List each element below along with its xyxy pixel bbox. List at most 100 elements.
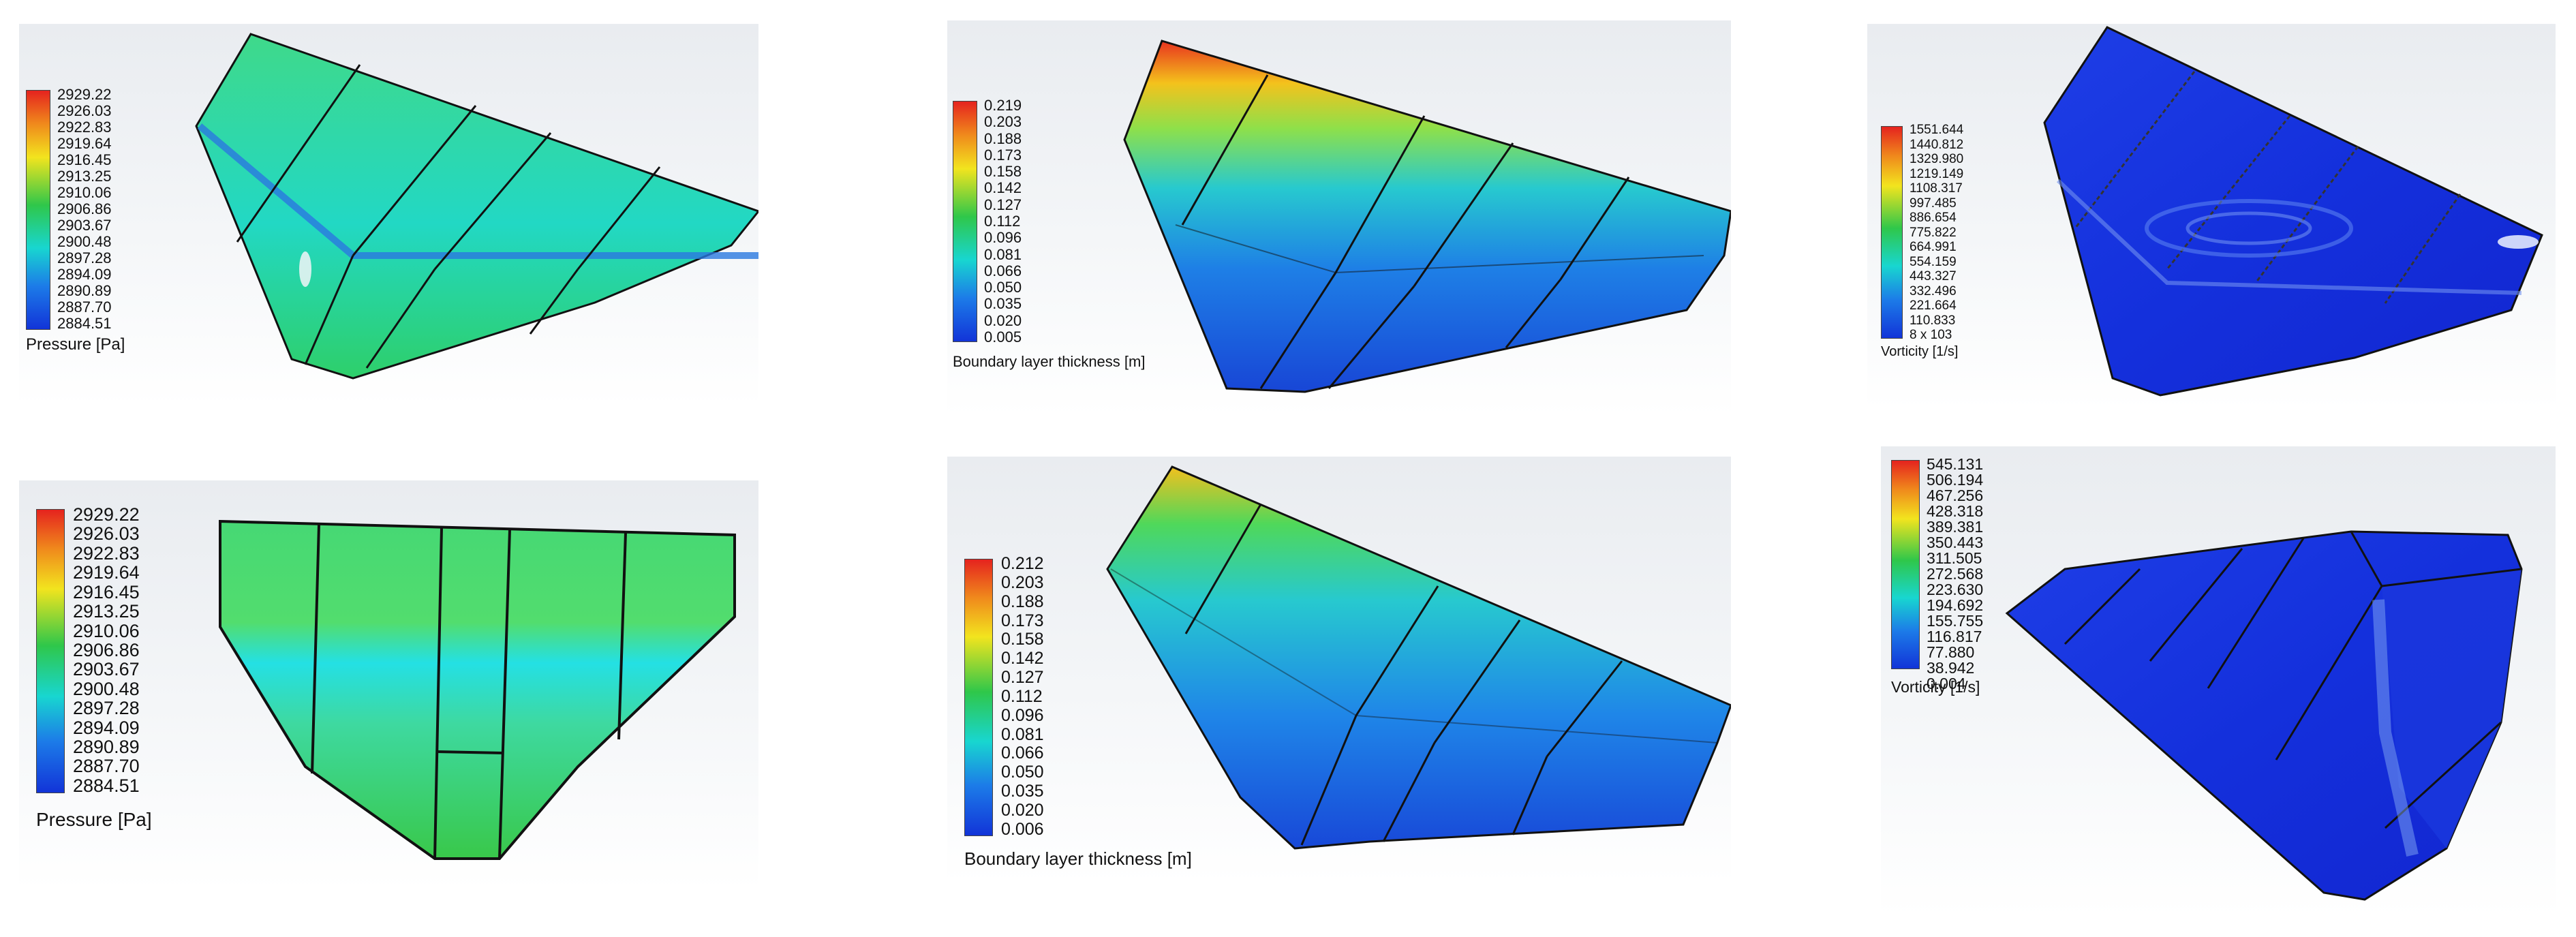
colorbar-tick: 2884.51 [57, 315, 112, 332]
colorbar-tick: 554.159 [1910, 254, 1957, 269]
colorbar-tick: 997.485 [1910, 196, 1957, 211]
wing-surface [1123, 40, 1731, 393]
colorbar-tick: 155.755 [1927, 612, 1984, 630]
colorbar-tick: 2926.03 [57, 102, 112, 119]
panel-line [1334, 115, 1426, 273]
colorbar-tick: 110.833 [1910, 313, 1956, 328]
wing-model-pressure-top [195, 33, 758, 380]
boundary-layer-panel-top: 0.219 0.203 0.188 0.173 0.158 0.142 0.12… [947, 20, 1731, 416]
legend-title: Vorticity [1/s] [1881, 344, 1959, 359]
panel-line [1184, 504, 1262, 634]
colorbar-tick: 272.568 [1927, 565, 1984, 583]
panel-line [304, 255, 354, 365]
colorbar-ticks: 2929.22 2926.03 2922.83 2919.64 2916.45 … [57, 87, 112, 331]
colorbar-tick: 2910.06 [73, 620, 140, 641]
legend-title: Vorticity [1/s] [1891, 678, 1980, 696]
colorbar-tick: 0.066 [1001, 743, 1044, 763]
colorbar-tick: 0.050 [1001, 763, 1044, 782]
colorbar-tick: 2919.64 [73, 562, 140, 583]
colorbar-tick: 0.066 [984, 262, 1022, 279]
colorbar-tick: 311.505 [1927, 549, 1982, 567]
panel-line [2064, 568, 2141, 645]
panel-line [2381, 568, 2522, 587]
legend-title: Pressure [Pa] [26, 335, 125, 354]
colorbar-tick: 0.142 [984, 179, 1022, 197]
panel-line [1355, 585, 1439, 716]
colorbar-ticks: 2929.22 2926.03 2922.83 2919.64 2916.45 … [73, 506, 140, 795]
legend-title: Boundary layer thickness [m] [964, 848, 1192, 869]
colorbar-ticks: 545.131 506.194 467.256 428.318 389.381 … [1927, 455, 1984, 692]
colorbar [36, 509, 65, 793]
colorbar-tick: 2900.48 [73, 678, 140, 699]
panel-line [365, 268, 436, 369]
colorbar-tick: 0.081 [1001, 724, 1044, 744]
wing-model-vorticity-bottom [2005, 530, 2523, 901]
wing-model-vorticity-top [2043, 26, 2543, 397]
panel-line [433, 527, 443, 859]
colorbar-tick: 0.212 [1001, 554, 1044, 573]
panel-line [1413, 142, 1514, 287]
colorbar-tick: 116.817 [1927, 628, 1982, 645]
colorbar-tick: 2894.09 [57, 266, 112, 283]
colorbar-tick: 0.142 [1001, 649, 1044, 669]
colorbar-tick: 77.880 [1927, 643, 1975, 661]
colorbar [26, 90, 50, 330]
colorbar-tick: 8 x 103 [1910, 328, 1952, 342]
panel-line [498, 529, 511, 859]
colorbar-tick: 2922.83 [73, 542, 140, 564]
wing-surface [2043, 26, 2543, 397]
colorbar-tick: 2906.86 [57, 200, 112, 217]
panel-line [2384, 721, 2502, 829]
colorbar [964, 559, 993, 836]
colorbar-tick: 2929.22 [57, 86, 112, 103]
colorbar [1891, 460, 1920, 669]
colorbar-tick: 221.664 [1910, 298, 1957, 313]
colorbar-tick: 467.256 [1927, 487, 1984, 504]
colorbar-tick: 0.006 [1001, 819, 1044, 839]
colorbar-tick: 2913.25 [57, 168, 112, 185]
colorbar-tick: 0.203 [1001, 572, 1044, 592]
wing-surface [219, 519, 736, 860]
colorbar-tick: 2922.83 [57, 119, 112, 136]
wing-model-pressure-bottom [219, 519, 736, 860]
colorbar-tick: 0.127 [1001, 668, 1044, 688]
colorbar-tick: 2929.22 [73, 504, 140, 525]
colorbar-tick: 0.188 [984, 129, 1022, 147]
colorbar-tick: 0.050 [984, 279, 1022, 296]
colorbar-tick: 0.158 [1001, 630, 1044, 649]
panel-line [1181, 74, 1269, 226]
colorbar-tick: 2919.64 [57, 135, 112, 152]
panel-line [311, 524, 320, 774]
colorbar-tick: 2897.28 [57, 249, 112, 266]
colorbar-tick: 332.496 [1910, 283, 1957, 298]
colorbar-tick: 0.188 [1001, 592, 1044, 611]
panel-line [2207, 538, 2305, 689]
colorbar-ticks: 0.212 0.203 0.188 0.173 0.158 0.142 0.12… [1001, 555, 1044, 838]
panel-line [1546, 660, 1623, 757]
colorbar-tick: 0.203 [984, 113, 1022, 131]
colorbar-tick: 2884.51 [73, 775, 140, 796]
colorbar-ticks: 0.219 0.203 0.188 0.173 0.158 0.142 0.12… [984, 98, 1022, 345]
colorbar-tick: 545.131 [1927, 455, 1984, 473]
colorbar-tick: 2897.28 [73, 698, 140, 719]
colorbar-tick: 0.096 [984, 229, 1022, 247]
pressure-panel-bottom: 2929.22 2926.03 2922.83 2919.64 2916.45 … [19, 480, 758, 889]
boundary-layer-panel-bottom: 0.212 0.203 0.188 0.173 0.158 0.142 0.12… [947, 457, 1731, 882]
panel-line [1512, 756, 1548, 835]
colorbar-tick: 2916.45 [57, 151, 112, 168]
colorbar-tick: 0.173 [1001, 611, 1044, 630]
colorbar-tick: 775.822 [1910, 225, 1957, 240]
colorbar-tick: 194.692 [1927, 596, 1984, 614]
panel-line [2166, 115, 2291, 270]
legend-title: Pressure [Pa] [36, 809, 152, 830]
colorbar-tick: 1329.980 [1910, 152, 1964, 166]
surface-spot [2498, 235, 2539, 249]
colorbar-tick: 0.127 [984, 196, 1022, 213]
panel-line [2275, 585, 2383, 761]
colorbar-tick: 2913.25 [73, 601, 140, 622]
panel-line [2149, 548, 2243, 662]
colorbar-tick: 664.991 [1910, 240, 1957, 254]
colorbar-tick: 1440.812 [1910, 137, 1964, 152]
colorbar-tick: 2926.03 [73, 523, 140, 544]
wing-crease [2372, 599, 2419, 857]
